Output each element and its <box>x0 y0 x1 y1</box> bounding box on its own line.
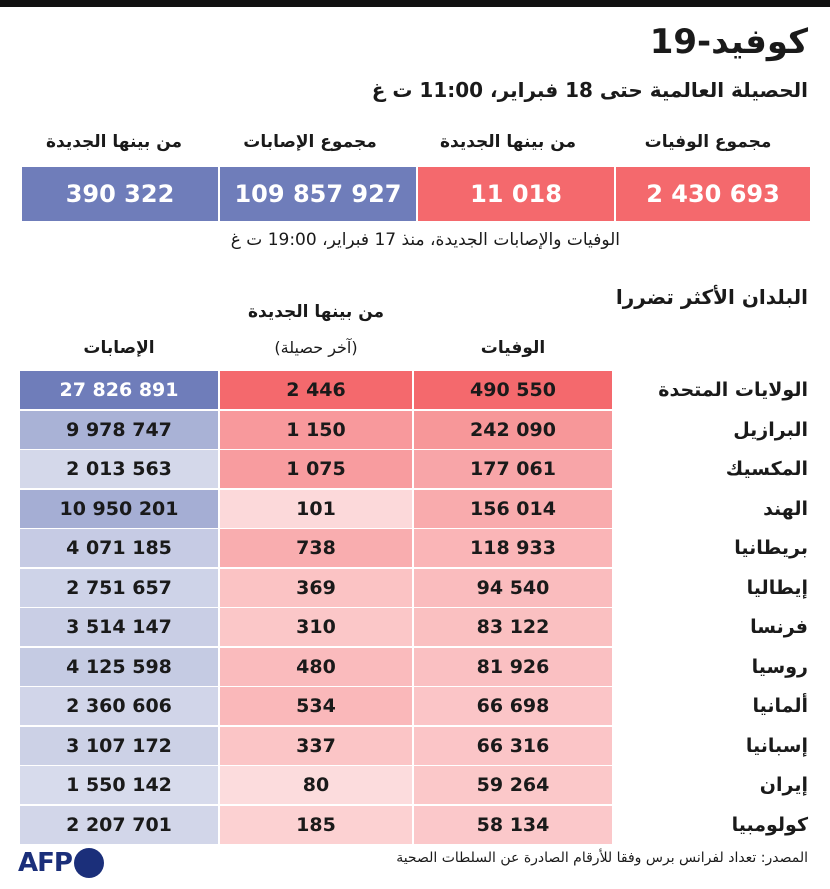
new-deaths-box: 11 018 <box>418 167 614 221</box>
country-name: البرازيل <box>733 418 808 441</box>
new-cases-value: 390 322 <box>65 180 175 208</box>
total-deaths-value: 2 430 693 <box>646 180 780 208</box>
table-row: 27 826 891 2 446 490 550 الولايات المتحدة <box>20 371 830 410</box>
cases-cell: 4 071 185 <box>20 529 218 567</box>
new-deaths-cell: 101 <box>220 489 412 528</box>
since-note: الوفيات والإصابات الجديدة، منذ 17 فبراير… <box>230 230 620 250</box>
deaths-cell: 58 134 <box>414 805 612 844</box>
new-deaths-cell: 738 <box>220 529 412 567</box>
table-row: 1 550 142 80 59 264 إيران <box>20 766 830 805</box>
deaths-column-header: الوفيات <box>480 338 546 358</box>
countries-heading: البلدان الأكثر تضررا <box>615 285 808 309</box>
new-deaths-cell: 480 <box>220 647 412 686</box>
cases-cell: 9 978 747 <box>20 410 218 449</box>
page-subtitle: الحصيلة العالمية حتى 18 فبراير، 11:00 ت … <box>371 78 808 102</box>
country-name: كولومبيا <box>731 813 808 836</box>
table-row: 2 360 606 534 66 698 ألمانيا <box>20 687 830 726</box>
new-deaths-value: 11 018 <box>470 180 562 208</box>
top-bar <box>0 0 830 7</box>
cases-cell: 1 550 142 <box>20 766 218 804</box>
new-deaths-label: من بينها الجديدة <box>439 132 577 152</box>
page-title: كوفيد-19 <box>649 22 808 62</box>
deaths-cell: 177 061 <box>414 450 612 488</box>
cases-cell: 2 207 701 <box>20 805 218 844</box>
total-cases-label: مجموع الإصابات <box>243 132 377 152</box>
cases-cell: 2 360 606 <box>20 687 218 725</box>
country-name: إيطاليا <box>746 576 808 599</box>
cases-cell: 4 125 598 <box>20 647 218 686</box>
new-deaths-cell: 1 075 <box>220 450 412 488</box>
deaths-cell: 118 933 <box>414 529 612 567</box>
new-deaths-cell: 1 150 <box>220 410 412 449</box>
table-row: 2 207 701 185 58 134 كولومبيا <box>20 805 830 845</box>
new-deaths-cell: 369 <box>220 568 412 607</box>
new-column-header: من بينها الجديدة <box>247 302 385 322</box>
deaths-cell: 66 698 <box>414 687 612 725</box>
country-name: الولايات المتحدة <box>658 379 808 401</box>
deaths-cell: 81 926 <box>414 647 612 686</box>
table-row: 4 071 185 738 118 933 بريطانيا <box>20 529 830 568</box>
new-column-subheader: (آخر حصيلة) <box>274 338 358 357</box>
deaths-cell: 156 014 <box>414 489 612 528</box>
table-row: 4 125 598 480 81 926 روسيا <box>20 647 830 687</box>
country-name: روسيا <box>751 655 808 678</box>
cases-cell: 27 826 891 <box>20 371 218 409</box>
country-name: ألمانيا <box>752 695 808 717</box>
country-name: بريطانيا <box>734 537 808 559</box>
table-row: 3 514 147 310 83 122 فرنسا <box>20 608 830 647</box>
new-deaths-cell: 310 <box>220 608 412 646</box>
new-deaths-cell: 337 <box>220 726 412 765</box>
deaths-cell: 94 540 <box>414 568 612 607</box>
country-name: المكسيك <box>725 458 808 480</box>
table-row: 2 013 563 1 075 177 061 المكسيك <box>20 450 830 489</box>
country-name: الهند <box>763 497 808 520</box>
table-row: 9 978 747 1 150 242 090 البرازيل <box>20 410 830 450</box>
table-row: 2 751 657 369 94 540 إيطاليا <box>20 568 830 608</box>
afp-logo-text: AFP <box>18 848 73 878</box>
deaths-cell: 66 316 <box>414 726 612 765</box>
new-cases-box: 390 322 <box>22 167 218 221</box>
new-deaths-cell: 185 <box>220 805 412 844</box>
total-deaths-label: مجموع الوفيات <box>644 132 772 152</box>
table-row: 3 107 172 337 66 316 إسبانيا <box>20 726 830 766</box>
country-name: إسبانيا <box>745 734 808 757</box>
deaths-cell: 242 090 <box>414 410 612 449</box>
cases-cell: 2 751 657 <box>20 568 218 607</box>
afp-logo-dot-icon <box>73 848 104 878</box>
total-deaths-box: 2 430 693 <box>616 167 810 221</box>
country-name: إيران <box>759 774 808 796</box>
new-deaths-cell: 2 446 <box>220 371 412 409</box>
deaths-cell: 490 550 <box>414 371 612 409</box>
new-cases-label: من بينها الجديدة <box>45 132 183 152</box>
cases-cell: 10 950 201 <box>20 489 218 528</box>
cases-cell: 3 514 147 <box>20 608 218 646</box>
total-cases-box: 109 857 927 <box>220 167 416 221</box>
source-note: المصدر: تعداد لفرانس برس وفقا للأرقام ال… <box>396 850 808 866</box>
table-row: 10 950 201 101 156 014 الهند <box>20 489 830 529</box>
deaths-cell: 83 122 <box>414 608 612 646</box>
cases-cell: 2 013 563 <box>20 450 218 488</box>
cases-cell: 3 107 172 <box>20 726 218 765</box>
afp-logo: AFP <box>18 845 104 881</box>
total-cases-value: 109 857 927 <box>234 180 402 208</box>
cases-column-header: الإصابات <box>83 338 155 358</box>
country-name: فرنسا <box>750 616 808 638</box>
new-deaths-cell: 80 <box>220 766 412 804</box>
new-deaths-cell: 534 <box>220 687 412 725</box>
deaths-cell: 59 264 <box>414 766 612 804</box>
